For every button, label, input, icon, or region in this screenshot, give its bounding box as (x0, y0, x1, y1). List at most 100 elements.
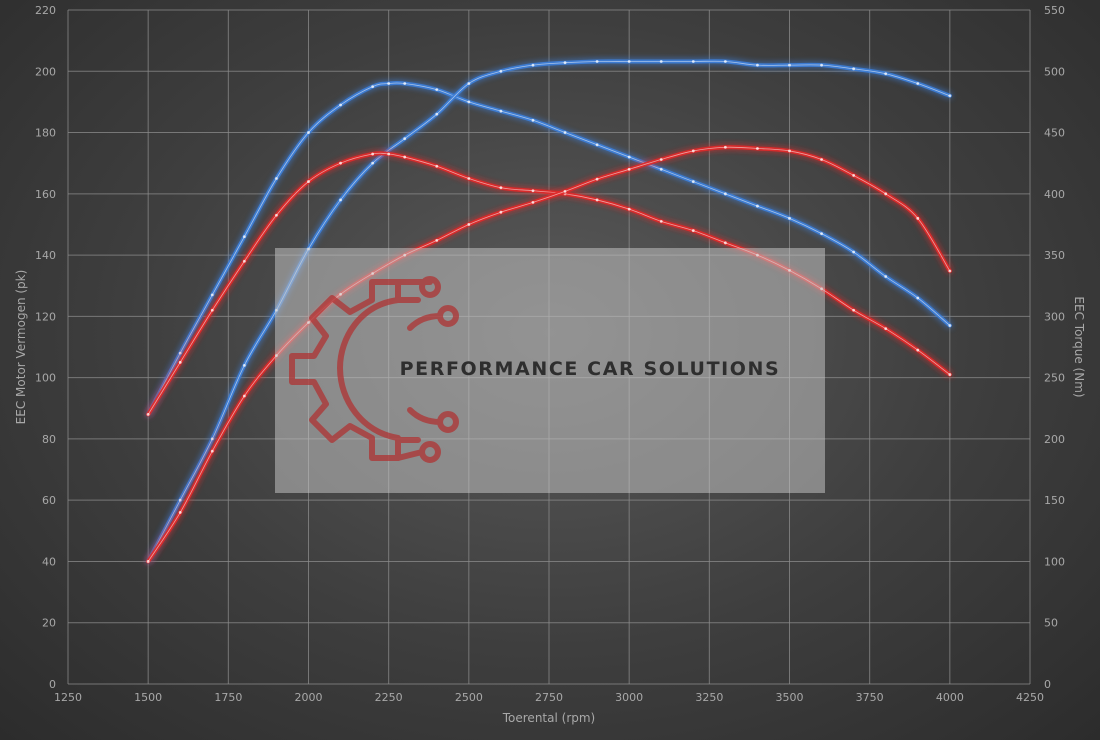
data-point (659, 158, 663, 161)
data-point (723, 145, 727, 149)
data-point (387, 82, 391, 85)
data-point (242, 363, 246, 367)
data-point (884, 192, 888, 196)
x-tick-label: 2000 (295, 691, 323, 704)
data-point (852, 308, 856, 312)
data-point (788, 216, 791, 220)
data-point (948, 269, 952, 273)
left-tick-label: 0 (49, 678, 56, 691)
left-tick-label: 220 (35, 4, 56, 17)
left-axis-ticks: 0 20 40 60 80 100 120 140 160 180 200 220 (35, 4, 56, 691)
data-point (884, 275, 888, 278)
data-point (371, 152, 375, 156)
data-point (371, 161, 375, 165)
left-tick-label: 20 (42, 617, 56, 630)
data-point (627, 60, 631, 63)
data-point (339, 161, 342, 165)
data-point (595, 60, 599, 63)
x-tick-label: 3500 (776, 691, 804, 704)
data-point (178, 498, 182, 502)
x-tick-label: 4000 (936, 691, 964, 704)
data-point (627, 207, 631, 211)
right-tick-label: 550 (1044, 4, 1065, 17)
right-axis-ticks: 0 50 100 150 200 250 300 350 400 450 500 550 (1044, 4, 1065, 691)
data-point (884, 72, 888, 76)
data-point (691, 180, 695, 183)
left-tick-label: 60 (42, 494, 56, 507)
data-point (820, 232, 823, 236)
data-point (595, 177, 599, 181)
data-point (852, 67, 856, 71)
data-point (691, 149, 695, 153)
data-point (820, 63, 823, 67)
data-point (756, 63, 759, 67)
data-point (242, 235, 246, 239)
data-point (242, 394, 246, 398)
data-point (563, 61, 567, 65)
data-point (499, 69, 503, 73)
data-point (435, 238, 439, 242)
data-point (467, 223, 471, 226)
right-tick-label: 50 (1044, 617, 1058, 630)
data-point (499, 186, 503, 190)
data-point (339, 103, 342, 107)
data-point (531, 118, 535, 122)
data-point (178, 511, 182, 514)
right-tick-label: 400 (1044, 188, 1065, 201)
right-tick-label: 150 (1044, 494, 1065, 507)
left-tick-label: 80 (42, 433, 56, 446)
watermark-text: PERFORMANCE CAR SOLUTIONS (400, 358, 781, 380)
data-point (916, 82, 920, 85)
data-point (146, 560, 150, 563)
watermark: PERFORMANCE CAR SOLUTIONS (275, 248, 825, 493)
data-point (723, 192, 727, 196)
data-point (820, 158, 823, 161)
data-point (435, 112, 439, 116)
data-point (723, 241, 727, 245)
data-point (467, 100, 471, 104)
data-point (916, 348, 920, 352)
data-point (531, 63, 535, 67)
data-point (210, 449, 214, 453)
data-point (916, 216, 920, 220)
data-point (307, 131, 310, 134)
data-point (178, 351, 182, 355)
x-axis-title: Toerental (rpm) (502, 711, 595, 725)
data-point (531, 189, 535, 193)
data-point (275, 177, 278, 180)
right-tick-label: 500 (1044, 65, 1065, 78)
data-point (948, 324, 952, 327)
data-point (499, 109, 503, 113)
data-point (627, 155, 631, 159)
data-point (627, 167, 631, 171)
data-point (563, 131, 567, 134)
data-point (659, 219, 663, 223)
data-point (210, 293, 214, 297)
data-point (146, 413, 150, 416)
right-tick-label: 100 (1044, 555, 1065, 568)
x-axis-ticks: 1250 1500 1750 2000 2250 2500 2750 3000 3250 3500… (54, 691, 1044, 704)
left-axis-title: EEC Motor Vermogen (pk) (14, 270, 28, 425)
right-tick-label: 0 (1044, 678, 1051, 691)
data-point (852, 250, 856, 254)
right-tick-label: 250 (1044, 372, 1065, 385)
data-point (275, 213, 278, 217)
data-point (788, 63, 791, 67)
left-tick-label: 100 (35, 372, 56, 385)
data-point (852, 174, 856, 177)
x-tick-label: 3000 (615, 691, 643, 704)
data-point (531, 200, 535, 204)
data-point (595, 198, 599, 202)
data-point (307, 180, 310, 183)
data-point (210, 437, 214, 441)
right-tick-label: 350 (1044, 249, 1065, 262)
data-point (339, 198, 342, 202)
data-point (659, 60, 663, 63)
right-tick-label: 200 (1044, 433, 1065, 446)
data-point (659, 167, 663, 171)
data-point (435, 164, 439, 168)
data-point (595, 143, 599, 147)
left-tick-label: 120 (35, 310, 56, 323)
data-point (467, 177, 471, 180)
